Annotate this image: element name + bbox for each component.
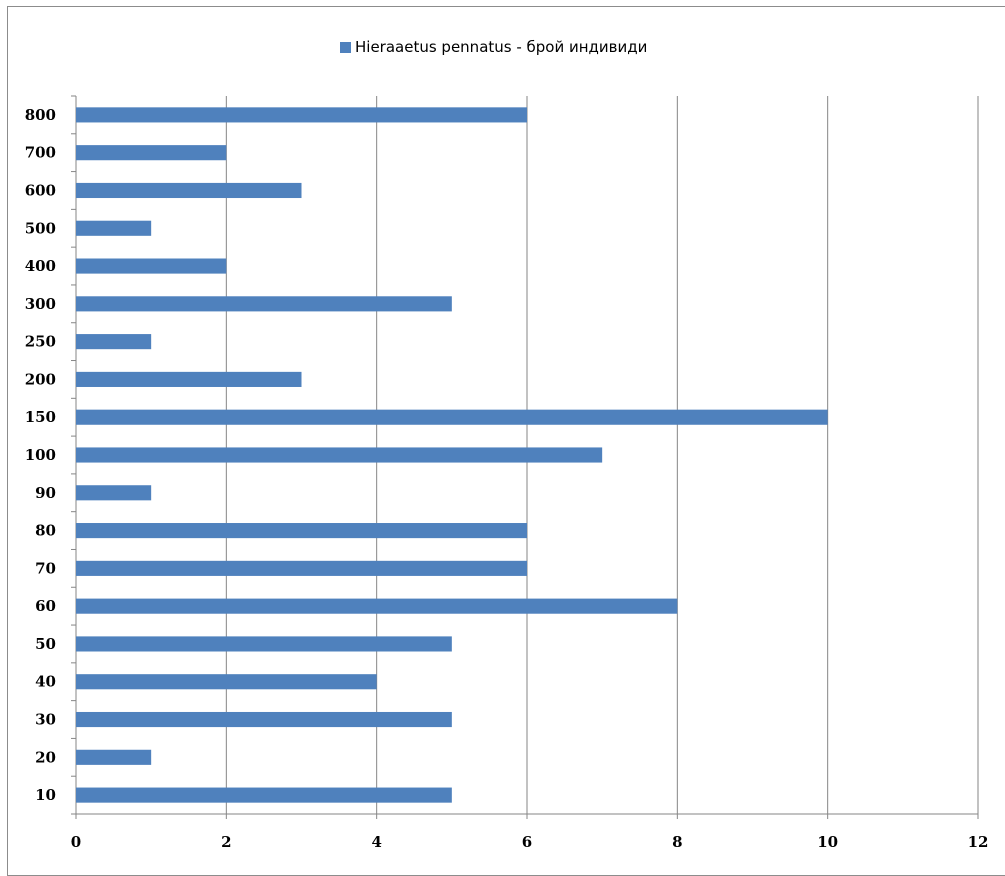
y-tick-label: 30 [35,711,56,729]
bar [76,711,452,728]
bar [76,523,527,539]
bar [76,560,527,576]
bar [76,409,828,425]
bar [76,145,227,161]
y-tick-label: 40 [35,673,56,691]
y-tick-label: 20 [35,748,56,766]
x-tick-label: 8 [672,833,682,851]
bar [76,371,302,387]
bar [76,749,152,765]
bar [76,334,152,350]
legend: Hieraaetus pennatus - брой индивиди [340,36,647,58]
y-tick-label: 80 [35,522,56,540]
y-tick-label: 100 [25,446,56,464]
y-tick-label: 10 [35,786,56,804]
bar [76,598,678,614]
bar [76,258,227,274]
y-tick-label: 60 [35,597,56,615]
y-tick-label: 50 [35,635,56,653]
bar [76,674,377,690]
y-tick-label: 500 [25,219,56,237]
bar [76,447,603,463]
bar [76,296,452,312]
x-tick-label: 4 [371,833,381,851]
y-tick-label: 250 [25,333,56,351]
y-tick-label: 700 [25,144,56,162]
x-tick-label: 2 [221,833,231,851]
y-tick-label: 90 [35,484,56,502]
y-tick-label: 150 [25,408,56,426]
bar [76,636,452,652]
y-tick-label: 300 [25,295,56,313]
x-tick-label: 6 [522,833,532,851]
y-tick-label: 400 [25,257,56,275]
y-tick-label: 200 [25,370,56,388]
bar [76,107,527,123]
bar [76,485,152,501]
y-tick-label: 600 [25,181,56,199]
x-tick-label: 12 [968,833,989,851]
bar [76,787,452,803]
legend-swatch [340,41,351,53]
legend-label: Hieraaetus pennatus - брой индивиди [355,38,648,56]
y-tick-label: 800 [25,106,56,124]
bar [76,220,152,236]
x-tick-label: 10 [817,833,838,851]
bar [76,182,302,199]
y-tick-label: 70 [35,559,56,577]
x-tick-label: 0 [71,833,81,851]
